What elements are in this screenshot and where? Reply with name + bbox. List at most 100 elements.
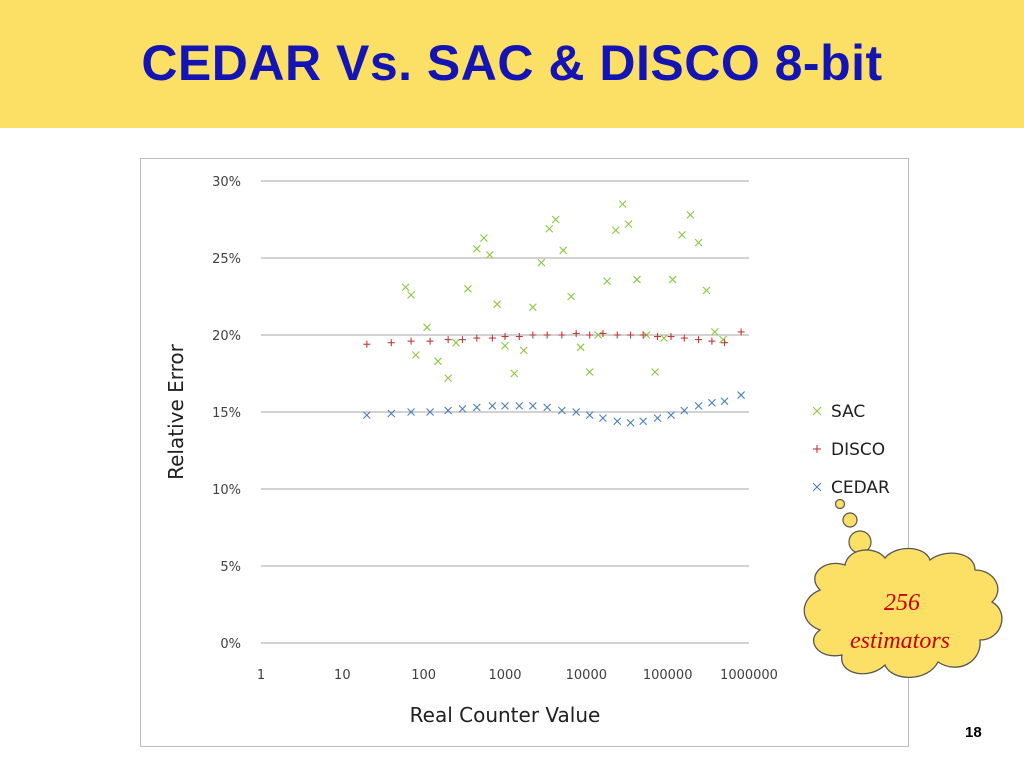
- cedar-point: [528, 401, 537, 410]
- sac-point: [407, 291, 415, 299]
- callout-line-1: 256: [884, 590, 920, 616]
- disco-point: [473, 334, 481, 342]
- sac-point: [401, 283, 410, 292]
- disco-point: [667, 333, 675, 341]
- sac-point: [618, 200, 627, 208]
- legend-marker-disco: [813, 445, 821, 453]
- disco-point: [488, 334, 496, 342]
- sac-point: [702, 286, 711, 295]
- slide-title: CEDAR Vs. SAC & DISCO 8-bit: [141, 35, 883, 91]
- thought-cloud-callout: 256 estimators: [803, 498, 1003, 678]
- disco-point: [444, 336, 452, 344]
- sac-point: [710, 328, 719, 336]
- disco-point: [407, 337, 415, 345]
- sac-point: [611, 226, 620, 235]
- cedar-point: [680, 406, 689, 415]
- legend-label-sac: SAC: [831, 402, 865, 422]
- legend-marker-cedar: [812, 482, 822, 492]
- disco-point: [721, 339, 729, 347]
- disco-point: [737, 328, 745, 336]
- cedar-point: [626, 418, 635, 427]
- scatter-chart: 0% 5% 10% 15% 20% 25% 30% 1 10 100 1000 10000 100000…: [164, 175, 890, 727]
- sac-point: [576, 343, 585, 352]
- legend-label-disco: DISCO: [831, 440, 885, 460]
- cloud-shape: [803, 547, 1003, 678]
- sac-point: [434, 357, 442, 366]
- cedar-point: [639, 417, 648, 426]
- disco-point: [695, 336, 703, 344]
- disco-point: [708, 337, 716, 345]
- sac-point: [464, 284, 472, 293]
- x-tick-label: 10000: [566, 668, 607, 683]
- disco-point: [529, 331, 537, 339]
- sac-point: [585, 368, 594, 376]
- legend-label-cedar: CEDAR: [831, 478, 890, 498]
- x-tick-label: 1000: [488, 668, 521, 683]
- cedar-point: [737, 391, 746, 399]
- callout-line-2: estimators: [850, 628, 950, 654]
- sac-point: [444, 374, 453, 383]
- cedar-point: [720, 397, 729, 406]
- disco-point: [572, 329, 580, 337]
- disco-point: [363, 340, 371, 348]
- disco-point: [654, 333, 662, 341]
- disco-point: [680, 334, 688, 342]
- x-axis-label: Real Counter Value: [410, 703, 601, 727]
- sac-point: [603, 277, 611, 285]
- cedar-point: [543, 403, 552, 412]
- disco-point: [515, 333, 523, 341]
- sac-point: [686, 210, 695, 219]
- sac-point: [678, 231, 686, 239]
- sac-point: [479, 234, 488, 242]
- y-tick-label: 30%: [212, 175, 241, 190]
- cedar-point: [387, 409, 396, 418]
- sac-point: [651, 368, 659, 376]
- disco-point: [599, 329, 607, 337]
- sac-point: [694, 238, 703, 247]
- cedar-point: [501, 401, 509, 410]
- cedar-point: [572, 408, 581, 416]
- disco-point: [627, 331, 635, 339]
- sac-point: [633, 275, 641, 284]
- cedar-point: [472, 403, 481, 412]
- y-tick-label: 10%: [212, 483, 241, 498]
- sac-point: [501, 341, 509, 350]
- page-number: 18: [965, 724, 982, 741]
- x-tick-label: 1000000: [720, 668, 778, 683]
- disco-point: [639, 331, 647, 339]
- x-tick-label: 10: [334, 668, 351, 683]
- sac-point: [537, 258, 546, 267]
- y-axis-label: Relative Error: [164, 343, 188, 480]
- sac-point: [485, 251, 494, 259]
- sac-point: [472, 244, 481, 253]
- cedar-point: [694, 401, 703, 410]
- x-tick-label: 100: [411, 668, 436, 683]
- disco-point: [558, 331, 566, 339]
- sac-point: [411, 351, 420, 359]
- cedar-point: [613, 417, 622, 426]
- cedar-point: [667, 411, 675, 419]
- cedar-point: [557, 406, 566, 415]
- title-band: [0, 0, 1024, 128]
- sac-point: [551, 215, 560, 224]
- disco-point: [586, 331, 594, 339]
- sac-point: [559, 246, 568, 255]
- disco-point: [426, 337, 434, 345]
- cedar-point: [458, 405, 467, 413]
- cedar-point: [515, 401, 524, 410]
- cedar-point: [585, 411, 594, 419]
- y-tick-label: 5%: [220, 560, 241, 575]
- x-tick-label: 1: [257, 668, 265, 683]
- disco-point: [458, 336, 466, 344]
- sac-point: [493, 300, 502, 309]
- sac-point: [423, 323, 431, 332]
- cedar-point: [488, 401, 497, 410]
- sac-point: [545, 224, 554, 233]
- thought-bubble-dot-small: [834, 498, 846, 510]
- x-tick-label: 100000: [643, 668, 693, 683]
- sac-point: [668, 275, 677, 284]
- sac-point: [519, 346, 528, 355]
- cedar-point: [599, 414, 607, 423]
- sac-point: [594, 331, 603, 339]
- cedar-point: [653, 414, 662, 423]
